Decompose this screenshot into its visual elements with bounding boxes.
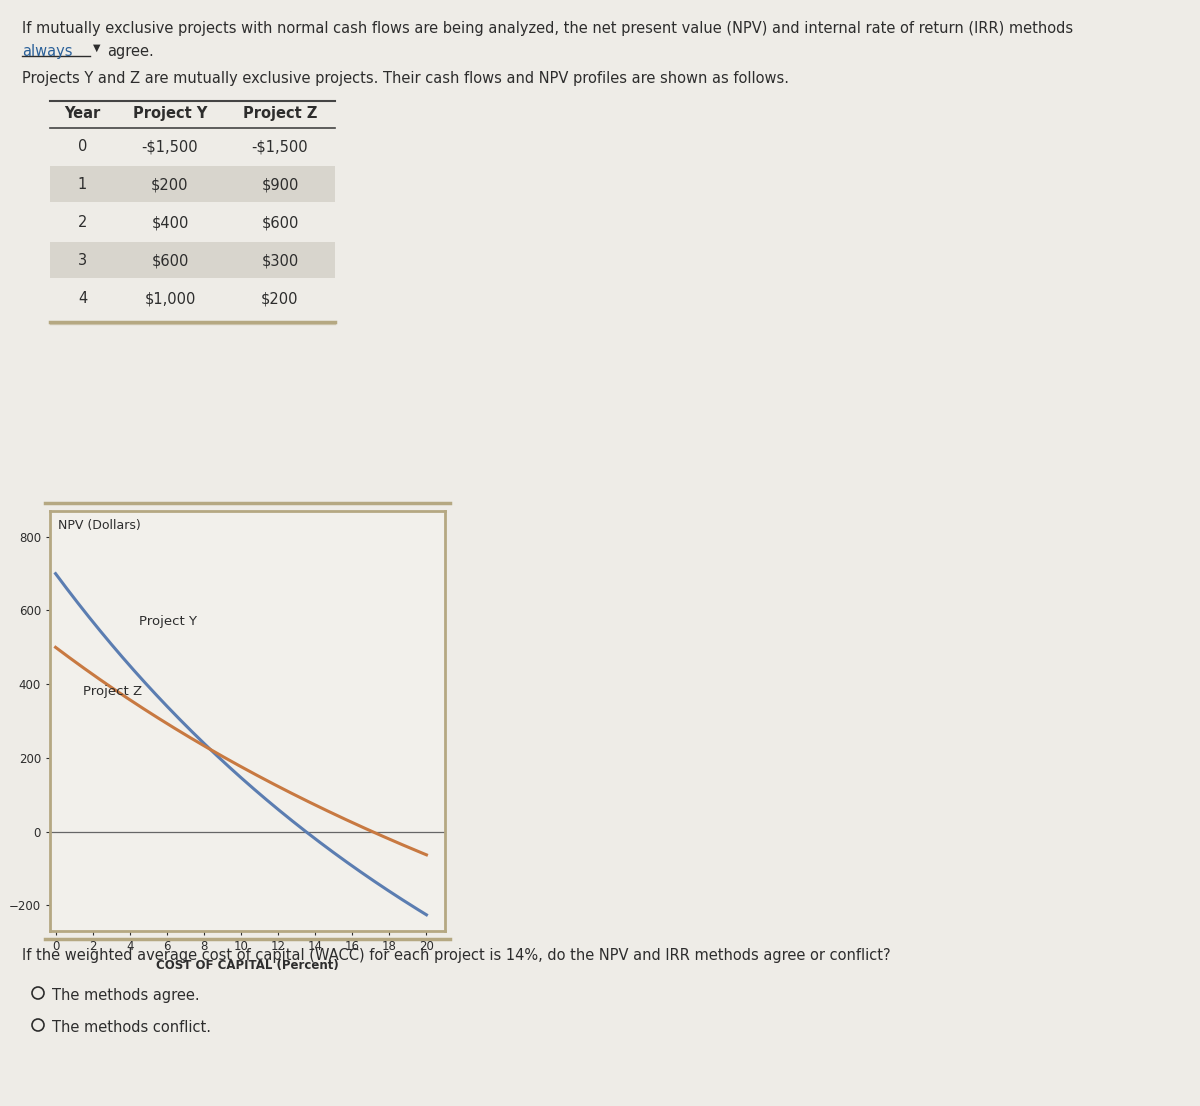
Text: 2: 2 [78, 216, 88, 230]
Text: Project Z: Project Z [83, 686, 143, 698]
Text: The methods agree.: The methods agree. [52, 988, 199, 1003]
FancyBboxPatch shape [50, 166, 335, 202]
Text: $200: $200 [151, 177, 188, 192]
Text: agree.: agree. [107, 44, 154, 59]
Text: always: always [22, 44, 72, 59]
Text: If mutually exclusive projects with normal cash flows are being analyzed, the ne: If mutually exclusive projects with norm… [22, 21, 1073, 36]
Text: $1,000: $1,000 [144, 291, 196, 306]
Text: $300: $300 [262, 253, 299, 269]
Text: 1: 1 [78, 177, 88, 192]
Text: Project Z: Project Z [242, 106, 317, 121]
Text: Project Y: Project Y [139, 615, 197, 628]
Text: $900: $900 [262, 177, 299, 192]
Text: If the weighted average cost of capital (WACC) for each project is 14%, do the N: If the weighted average cost of capital … [22, 948, 890, 963]
Text: $400: $400 [151, 216, 188, 230]
Text: ▼: ▼ [94, 43, 101, 53]
FancyBboxPatch shape [50, 242, 335, 278]
Text: -$1,500: -$1,500 [252, 139, 308, 155]
Text: -$1,500: -$1,500 [142, 139, 198, 155]
Text: The methods conflict.: The methods conflict. [52, 1020, 211, 1035]
Text: $600: $600 [262, 216, 299, 230]
Text: 0: 0 [78, 139, 88, 155]
Text: Projects Y and Z are mutually exclusive projects. Their cash flows and NPV profi: Projects Y and Z are mutually exclusive … [22, 71, 790, 86]
Text: Year: Year [65, 106, 101, 121]
Text: 4: 4 [78, 291, 88, 306]
X-axis label: COST OF CAPITAL (Percent): COST OF CAPITAL (Percent) [156, 959, 338, 971]
Text: $600: $600 [151, 253, 188, 269]
Text: $200: $200 [262, 291, 299, 306]
Text: Project Y: Project Y [133, 106, 208, 121]
Text: NPV (Dollars): NPV (Dollars) [58, 520, 140, 532]
Text: 3: 3 [78, 253, 88, 269]
